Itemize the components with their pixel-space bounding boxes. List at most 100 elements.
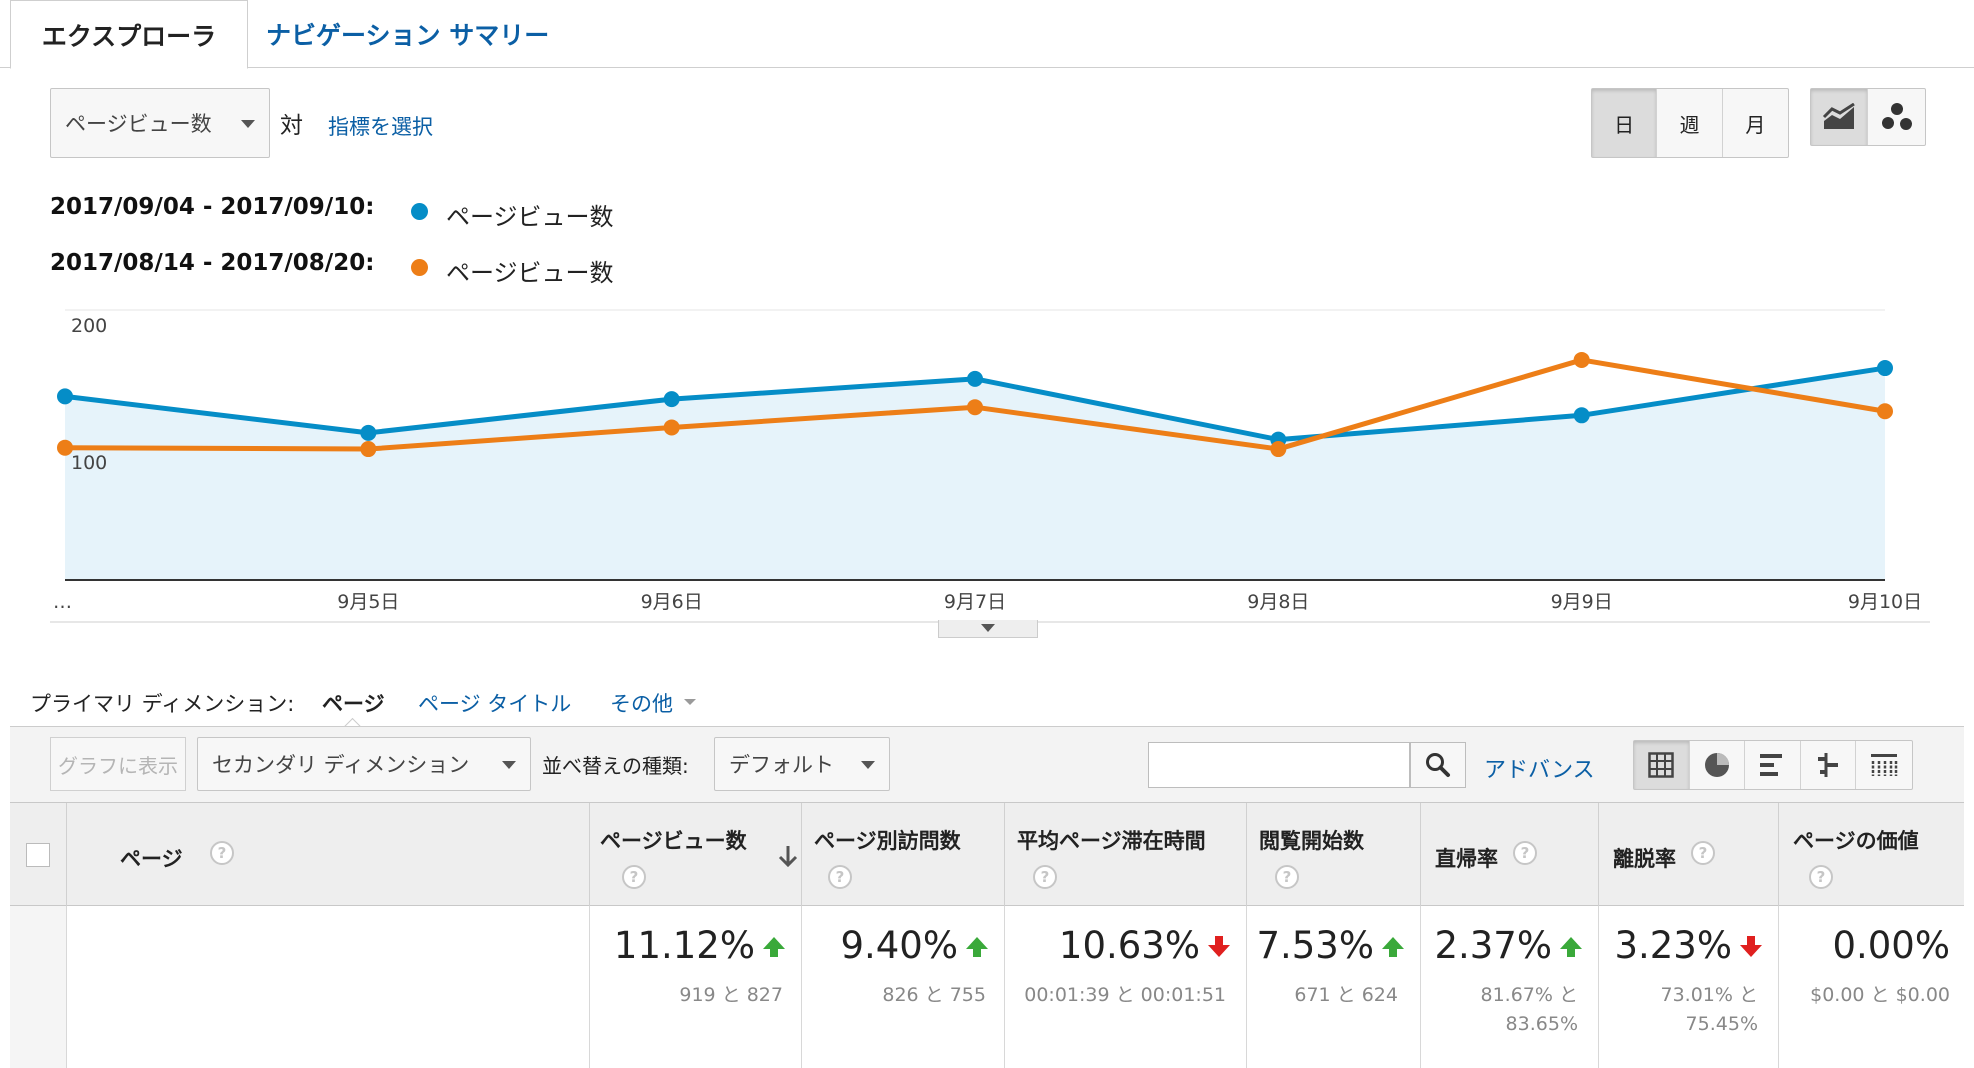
summary-pct-value: 10.63%	[1058, 924, 1200, 967]
summary-pct-value: 11.12%	[613, 924, 755, 967]
pivot-view-icon	[1871, 754, 1898, 776]
summary-cell-bounce-rate: 2.37% 81.67% と 83.65%	[1421, 906, 1599, 1068]
summary-cell-unique-pageviews: 9.40% 826 と 755	[802, 906, 1005, 1068]
summary-pct-value: 9.40%	[840, 924, 958, 967]
legend-dot-previous	[411, 259, 428, 276]
data-point-previous	[57, 439, 73, 456]
help-icon[interactable]: ?	[1513, 841, 1537, 865]
summary-compare: 00:01:39 と 00:01:51	[1024, 984, 1226, 1006]
data-table: ページ ? ページビュー数 ? ページ別訪問数 ? 平均ページ滞在時間 ? 閲覧…	[10, 802, 1964, 1068]
column-title-unique-pageviews[interactable]: ページ別訪問数	[814, 829, 961, 853]
trend-up-icon	[1560, 936, 1582, 957]
column-header-pageviews: ページビュー数 ?	[590, 803, 802, 907]
sort-descending-icon[interactable]	[778, 845, 798, 867]
sort-type-select[interactable]: デフォルト	[714, 737, 890, 791]
summary-pct: 7.53%	[1256, 924, 1404, 967]
help-icon[interactable]: ?	[1691, 841, 1715, 865]
advanced-filter-link[interactable]: アドバンス	[1484, 758, 1595, 783]
chevron-down-icon	[981, 624, 995, 632]
column-header-entrances: 閲覧開始数 ?	[1247, 803, 1421, 907]
column-title-bounce-rate[interactable]: 直帰率	[1435, 847, 1498, 871]
data-point-previous	[360, 441, 377, 458]
period-day-button[interactable]: 日	[1592, 89, 1658, 157]
plot-rows-button[interactable]: グラフに表示	[50, 737, 186, 791]
primary-dimension-label: プライマリ ディメンション:	[30, 692, 295, 716]
chevron-down-icon	[502, 761, 516, 769]
table-view-icon	[1648, 752, 1675, 778]
dimension-page-title[interactable]: ページ タイトル	[418, 692, 572, 716]
data-point-previous	[1270, 441, 1287, 458]
column-title-entrances[interactable]: 閲覧開始数	[1259, 829, 1364, 853]
pie-view-icon	[1704, 753, 1729, 777]
x-tick-label: 9月5日	[337, 591, 399, 613]
column-title-page-value[interactable]: ページの価値	[1793, 829, 1919, 853]
help-icon[interactable]: ?	[622, 865, 646, 889]
tab-navigation-summary[interactable]: ナビゲーション サマリー	[266, 21, 550, 50]
y-tick-label: 200	[71, 315, 107, 337]
summary-compare-line1: 81.67% と	[1480, 984, 1579, 1006]
summary-pct-value: 3.23%	[1614, 924, 1732, 967]
sort-type-value: デフォルト	[729, 753, 834, 777]
line-chart: 200 100 … 9月5日 9月6日 9月7日 9月8日 9月9日 9月10日	[50, 309, 1930, 623]
secondary-dimension-select[interactable]: セカンダリ ディメンション	[197, 737, 531, 791]
bar-view-icon	[1760, 754, 1783, 776]
period-month-button[interactable]: 月	[1745, 112, 1766, 137]
legend-label-previous: ページビュー数	[446, 259, 614, 287]
legend-date-current: 2017/09/04 - 2017/09/10:	[50, 194, 375, 220]
column-title-avg-time[interactable]: 平均ページ滞在時間	[1017, 829, 1206, 853]
trend-down-icon	[1740, 935, 1762, 957]
column-header-bounce-rate: 直帰率 ?	[1421, 803, 1599, 907]
tab-explorer[interactable]: エクスプローラ	[10, 0, 248, 69]
comparison-view-button[interactable]	[1801, 741, 1857, 789]
summary-compare: 671 と 624	[1294, 984, 1398, 1006]
table-view-button[interactable]	[1634, 741, 1690, 789]
summary-compare-line1: 73.01% と	[1660, 984, 1759, 1006]
pivot-view-button[interactable]	[1856, 741, 1912, 789]
summary-cell-exit-rate: 3.23% 73.01% と 75.45%	[1599, 906, 1779, 1068]
help-icon[interactable]: ?	[210, 841, 234, 865]
metric-select[interactable]: ページビュー数	[50, 88, 270, 158]
dimension-other-label: その他	[610, 692, 673, 716]
period-week-button[interactable]: 週	[1657, 89, 1723, 157]
table-search-input[interactable]	[1148, 742, 1410, 788]
x-tick-label: 9月9日	[1551, 591, 1613, 613]
trend-up-icon	[763, 936, 785, 957]
trend-up-icon	[1382, 936, 1404, 957]
data-point-previous	[663, 419, 680, 436]
select-all-column	[10, 803, 67, 907]
data-point-previous	[1573, 351, 1590, 368]
motion-chart-button[interactable]	[1868, 89, 1925, 145]
dimension-page[interactable]: ページ	[322, 688, 385, 718]
search-button[interactable]	[1410, 742, 1466, 788]
help-icon[interactable]: ?	[1033, 865, 1057, 889]
help-icon[interactable]: ?	[1809, 865, 1833, 889]
summary-cell-pageviews: 11.12% 919 と 827	[590, 906, 802, 1068]
x-tick-label: 9月10日	[1848, 591, 1922, 613]
select-all-checkbox[interactable]	[26, 843, 50, 867]
data-point-current	[1573, 407, 1590, 424]
help-icon[interactable]: ?	[1275, 865, 1299, 889]
x-tick-label: 9月7日	[944, 591, 1006, 613]
chart-collapse-handle[interactable]	[938, 620, 1038, 638]
table-header: ページ ? ページビュー数 ? ページ別訪問数 ? 平均ページ滞在時間 ? 閲覧…	[10, 802, 1964, 907]
motion-chart-icon	[1881, 103, 1912, 130]
summary-check-cell	[10, 906, 67, 1068]
column-title-page[interactable]: ページ	[120, 847, 183, 871]
summary-pct: 2.37%	[1434, 924, 1582, 967]
trend-down-icon	[1208, 935, 1230, 957]
performance-view-button[interactable]	[1745, 741, 1801, 789]
trend-up-icon	[966, 936, 988, 957]
column-title-pageviews[interactable]: ページビュー数	[600, 829, 747, 853]
x-tick-label: …	[53, 591, 72, 613]
summary-compare: 826 と 755	[882, 984, 986, 1006]
line-chart-button[interactable]	[1811, 89, 1869, 145]
column-title-exit-rate[interactable]: 離脱率	[1613, 847, 1676, 871]
legend-date-previous: 2017/08/14 - 2017/08/20:	[50, 250, 375, 276]
dimension-other[interactable]: その他	[610, 688, 696, 718]
help-icon[interactable]: ?	[828, 865, 852, 889]
summary-pct-value: 0.00%	[1832, 924, 1950, 967]
pie-view-button[interactable]	[1690, 741, 1746, 789]
legend-dot-current	[411, 203, 428, 220]
column-header-exit-rate: 離脱率 ?	[1599, 803, 1779, 907]
select-metric-link[interactable]: 指標を選択	[328, 115, 433, 139]
